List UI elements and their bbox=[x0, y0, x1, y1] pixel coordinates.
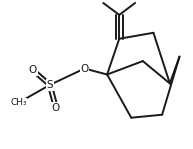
Text: S: S bbox=[47, 80, 53, 90]
Text: O: O bbox=[80, 63, 89, 74]
Text: O: O bbox=[29, 65, 37, 75]
Text: CH₃: CH₃ bbox=[10, 98, 27, 107]
Text: O: O bbox=[52, 103, 60, 113]
